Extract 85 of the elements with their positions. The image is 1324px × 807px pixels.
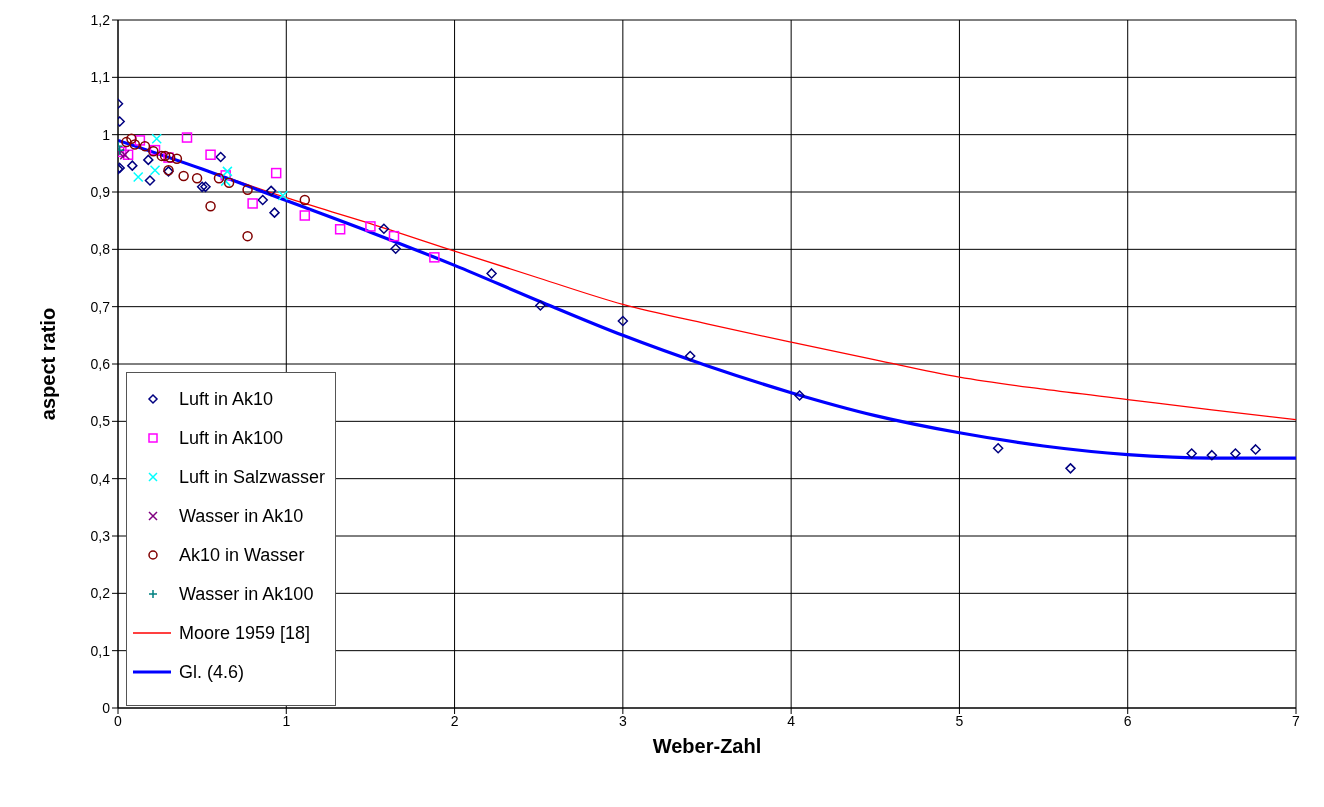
point <box>178 170 189 182</box>
legend-label: Ak10 in Wasser <box>179 543 305 566</box>
point <box>378 223 390 234</box>
point <box>126 133 137 144</box>
point <box>247 198 258 209</box>
y-tick-label: 0 <box>102 699 111 716</box>
point <box>139 140 151 152</box>
y-tick-label: 0,8 <box>90 241 111 258</box>
legend-label: Luft in Salzwasser <box>179 465 326 488</box>
y-tick-label: 0,6 <box>90 355 111 372</box>
point <box>535 300 546 311</box>
point <box>1230 448 1241 459</box>
y-tick-label: 0,2 <box>90 585 111 602</box>
point <box>200 181 211 193</box>
y-axis-title: aspect ratio <box>37 307 60 421</box>
x-tick-label: 6 <box>1123 712 1132 729</box>
point <box>223 177 235 189</box>
point <box>127 160 138 171</box>
point <box>334 224 346 235</box>
y-tick-label: 1 <box>102 126 111 143</box>
point <box>215 151 226 163</box>
point <box>299 194 311 206</box>
y-tick-label: 0,4 <box>90 470 111 487</box>
point <box>265 185 277 197</box>
x-tick-label: 1 <box>282 712 291 729</box>
point <box>684 350 696 362</box>
y-tick-label: 1,2 <box>90 11 111 28</box>
point <box>486 268 497 279</box>
point <box>196 181 208 193</box>
point <box>159 150 171 162</box>
y-tick-label: 0,3 <box>90 527 111 544</box>
point <box>365 221 376 232</box>
y-tick-label: 0,9 <box>90 183 111 200</box>
y-tick-label: 1,1 <box>90 69 111 86</box>
point <box>181 132 193 143</box>
point <box>242 184 253 195</box>
legend-label: Luft in Ak100 <box>179 426 284 449</box>
point <box>129 139 141 150</box>
point <box>277 190 289 201</box>
point <box>242 230 253 242</box>
point <box>429 252 440 263</box>
point <box>205 201 216 212</box>
point <box>213 172 225 184</box>
point <box>149 164 161 176</box>
x-tick-label: 4 <box>787 712 796 729</box>
point <box>270 167 282 179</box>
point <box>1065 463 1076 474</box>
point <box>151 133 162 144</box>
point <box>144 175 156 186</box>
point <box>269 207 280 218</box>
x-tick-label: 0 <box>114 712 123 729</box>
legend-label: Wasser in Ak100 <box>179 582 314 605</box>
point <box>390 243 401 255</box>
y-tick-label: 0,7 <box>90 298 111 315</box>
point <box>132 171 144 183</box>
point <box>121 136 132 148</box>
point <box>1206 449 1218 461</box>
point <box>220 175 231 187</box>
point <box>205 149 216 160</box>
point <box>122 149 134 160</box>
point <box>191 172 203 184</box>
point <box>992 443 1004 454</box>
y-tick-label: 0,1 <box>90 642 111 659</box>
legend-label: Wasser in Ak10 <box>179 504 304 527</box>
point <box>794 390 805 401</box>
point <box>1186 448 1197 459</box>
y-tick-label: 0,5 <box>90 413 111 430</box>
point <box>299 210 311 221</box>
point <box>134 135 146 146</box>
x-tick-label: 5 <box>955 712 964 729</box>
legend-label: Moore 1959 [18] <box>179 621 311 644</box>
legend-label: Luft in Ak10 <box>179 387 274 410</box>
legend-label: Gl. (4.6) <box>179 660 245 683</box>
point <box>222 166 233 177</box>
point <box>143 154 154 166</box>
point <box>1250 444 1261 455</box>
x-axis-title: Weber-Zahl <box>652 735 762 757</box>
point <box>156 150 167 162</box>
point <box>388 230 400 242</box>
x-tick-label: 3 <box>618 712 627 729</box>
x-tick-label: 7 <box>1292 712 1301 729</box>
point <box>171 153 183 164</box>
point <box>617 315 629 327</box>
x-tick-label: 2 <box>450 712 459 729</box>
point <box>257 194 268 206</box>
